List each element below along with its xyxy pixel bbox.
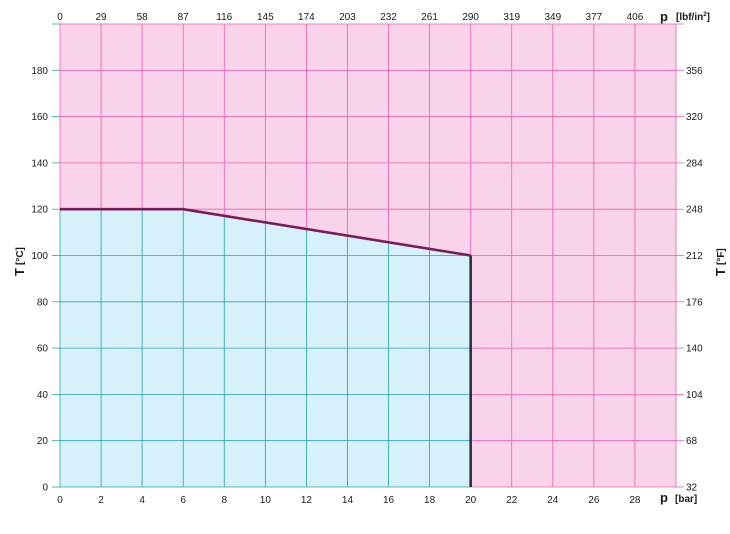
y-tick-label-right: 32: [686, 483, 698, 494]
x-tick-label-bottom: 10: [260, 495, 272, 506]
top-axis-unit: [lbf/in2]: [676, 12, 710, 23]
y-tick-label-right: 284: [686, 158, 703, 169]
x-tick-label-top: 406: [627, 12, 644, 23]
right-axis-unit: [°F]: [716, 248, 727, 265]
x-tick-label-top: 349: [544, 12, 561, 23]
y-tick-label-right: 320: [686, 112, 703, 123]
tick-marks: [52, 23, 684, 488]
bottom-axis-unit: [bar]: [675, 494, 697, 505]
y-tick-label-right: 356: [686, 66, 703, 77]
bottom-axis-symbol: p: [660, 490, 668, 505]
x-tick-label-top: 87: [178, 12, 190, 23]
y-tick-label-left: 180: [31, 66, 48, 77]
x-tick-label-bottom: 14: [342, 495, 354, 506]
y-tick-label-left: 80: [37, 297, 49, 308]
y-tick-label-left: 100: [31, 251, 48, 262]
x-tick-label-bottom: 8: [221, 495, 227, 506]
x-tick-label-top: 319: [503, 12, 520, 23]
x-tick-label-bottom: 6: [180, 495, 186, 506]
y-tick-label-left: 60: [37, 344, 49, 355]
grid-pink: [59, 23, 677, 488]
x-tick-label-top: 261: [421, 12, 438, 23]
x-tick-label-top: 29: [96, 12, 108, 23]
top-axis-symbol: p: [660, 9, 668, 24]
x-tick-label-bottom: 4: [139, 495, 145, 506]
x-tick-label-top: 290: [462, 12, 479, 23]
x-tick-label-top: 116: [216, 12, 232, 23]
y-tick-label-right: 176: [686, 297, 703, 308]
x-tick-label-bottom: 24: [547, 495, 559, 506]
y-tick-label-right: 248: [686, 205, 703, 216]
x-tick-label-bottom: 12: [301, 495, 313, 506]
x-tick-label-top: 0: [57, 12, 63, 23]
y-tick-label-right: 104: [686, 390, 703, 401]
limit-curve: [60, 207, 471, 257]
y-tick-label-left: 140: [31, 158, 48, 169]
x-tick-label-top: 203: [339, 12, 356, 23]
x-tick-label-top: 174: [298, 12, 315, 23]
y-tick-label-right: 212: [686, 251, 703, 262]
x-tick-label-bottom: 28: [629, 495, 641, 506]
left-axis-symbol: T: [12, 268, 27, 276]
y-tick-label-left: 160: [31, 112, 48, 123]
x-tick-label-bottom: 20: [465, 495, 477, 506]
x-tick-label-bottom: 16: [383, 495, 395, 506]
tick-labels: 0 2 4 6 8 10 12 14 16 18 20 22 24 26 280 29 58 87 116 145 17…: [31, 12, 703, 506]
y-tick-label-left: 20: [37, 436, 49, 447]
x-tick-label-top: 145: [257, 12, 274, 23]
x-tick-label-bottom: 18: [424, 495, 436, 506]
left-axis-unit: [°C]: [15, 247, 26, 265]
x-tick-label-bottom: 2: [98, 495, 104, 506]
right-axis-symbol: T: [713, 268, 728, 276]
x-tick-label-bottom: 0: [57, 495, 63, 506]
x-tick-label-bottom: 22: [506, 495, 518, 506]
x-tick-label-top: 377: [586, 12, 603, 23]
x-tick-label-top: 58: [137, 12, 149, 23]
x-tick-label-top: 232: [380, 12, 397, 23]
y-tick-label-left: 40: [37, 390, 49, 401]
y-tick-label-left: 120: [31, 205, 48, 216]
x-tick-label-bottom: 26: [588, 495, 600, 506]
y-tick-label-left: 0: [42, 483, 48, 494]
y-tick-label-right: 140: [686, 344, 703, 355]
y-tick-label-right: 68: [686, 436, 698, 447]
